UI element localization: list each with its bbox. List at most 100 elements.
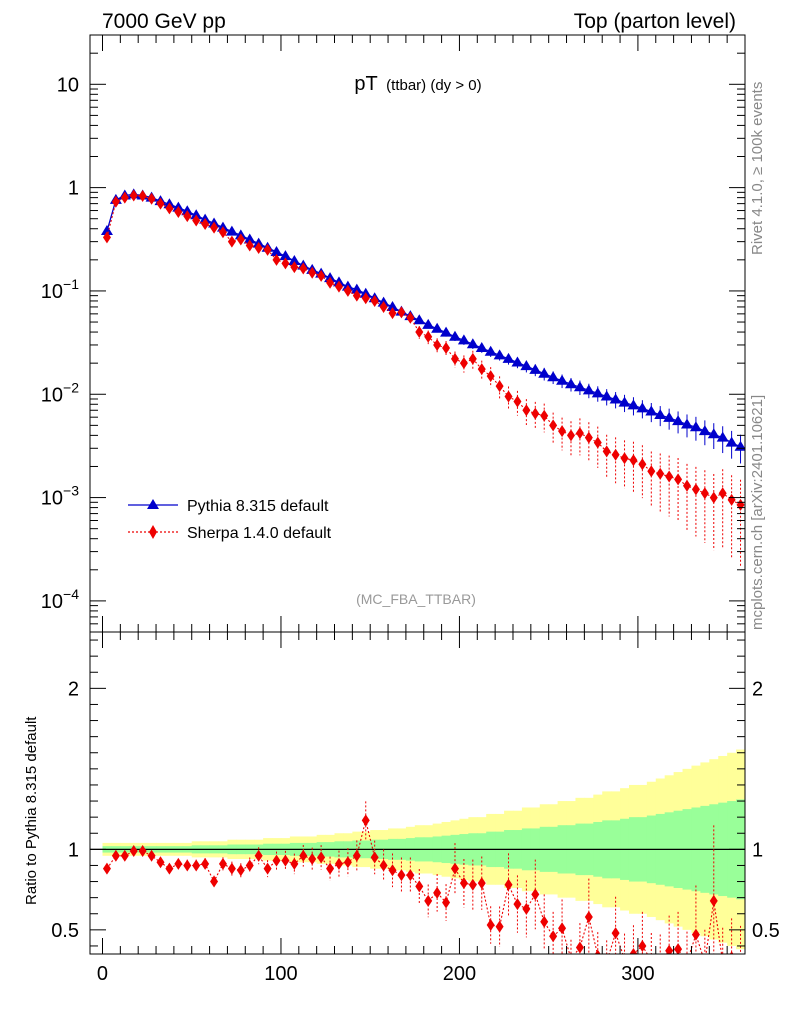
ratio-sherpa-marker — [570, 952, 572, 954]
sherpa-marker — [245, 239, 254, 252]
pythia-marker — [529, 363, 542, 374]
sherpa-marker — [102, 231, 111, 244]
pythia-marker — [386, 300, 399, 311]
ratio-sherpa-marker — [594, 949, 601, 954]
ratio-sherpa-marker — [433, 886, 442, 899]
sherpa-marker — [111, 195, 120, 208]
ratio-sherpa-marker — [245, 859, 254, 872]
pythia-marker — [556, 374, 569, 385]
legend: Pythia 8.315 default Sherpa 1.4.0 defaul… — [128, 498, 332, 542]
ratio-sherpa-marker — [486, 919, 495, 932]
sherpa-marker — [236, 233, 245, 246]
ratio-sherpa-marker — [236, 864, 245, 877]
ratio-y-tick-label-right: 0.5 — [752, 920, 780, 942]
sherpa-marker — [647, 465, 656, 478]
ratio-sherpa-marker — [174, 857, 183, 870]
pythia-marker — [448, 330, 461, 341]
sherpa-marker — [415, 326, 424, 339]
pythia-marker — [475, 342, 488, 353]
ratio-y-tick-label-left: 1 — [68, 839, 79, 861]
ratio-sherpa-marker — [691, 928, 700, 941]
ratio-y-tick-label-right: 2 — [752, 678, 763, 700]
sherpa-marker — [638, 458, 647, 471]
ratio-sherpa-marker — [477, 877, 486, 890]
legend-entry-sherpa: Sherpa 1.4.0 default — [128, 525, 332, 542]
plot-title-main: pT — [354, 73, 377, 95]
ratio-sherpa-marker — [450, 862, 459, 875]
sherpa-marker — [433, 338, 442, 351]
pythia-marker — [538, 367, 551, 378]
pythia-marker — [573, 381, 586, 392]
ratio-sherpa-marker — [334, 857, 343, 870]
ratio-sherpa-marker — [709, 894, 718, 907]
ratio-sherpa-marker — [729, 951, 734, 954]
pythia-marker — [582, 384, 595, 395]
pythia-marker — [243, 233, 256, 244]
legend-pythia-marker — [147, 499, 159, 509]
pythia-marker — [350, 283, 363, 294]
sherpa-marker — [156, 197, 165, 210]
sherpa-line — [106, 194, 741, 506]
legend-sherpa-label: Sherpa 1.4.0 default — [187, 525, 332, 542]
y-tick-label-exponent: −3 — [63, 483, 79, 499]
pythia-marker — [502, 352, 515, 363]
ratio-sherpa-marker — [102, 862, 111, 875]
sherpa-marker — [566, 429, 575, 442]
ratio-sherpa-marker — [343, 856, 352, 869]
ratio-sherpa-marker — [584, 910, 593, 923]
ratio-y-tick-label-right: 1 — [752, 839, 763, 861]
pythia-marker — [636, 402, 649, 413]
ratio-sherpa-marker — [352, 849, 361, 862]
sherpa-marker — [138, 189, 147, 202]
pythia-marker — [663, 411, 676, 422]
sherpa-marker — [424, 330, 433, 343]
ratio-sherpa-marker — [129, 844, 138, 857]
sherpa-marker — [201, 217, 210, 230]
y-tick-label-base: 10 — [57, 74, 79, 96]
sherpa-marker — [361, 292, 370, 305]
ratio-sherpa-marker — [558, 922, 567, 935]
sherpa-marker — [343, 284, 352, 297]
pythia-marker — [279, 250, 292, 261]
sherpa-marker — [620, 452, 629, 465]
y-tick-label-base: 1 — [68, 178, 79, 200]
ratio-sherpa-marker — [165, 862, 174, 875]
sherpa-marker — [665, 470, 674, 483]
plot-title: pT (ttbar) (dy > 0) — [354, 73, 481, 95]
sherpa-marker — [379, 300, 388, 313]
y-tick-label-base: 10 — [41, 488, 63, 510]
sherpa-marker — [210, 221, 219, 234]
pythia-marker — [627, 399, 640, 410]
ratio-sherpa-marker — [531, 888, 540, 901]
sherpa-marker — [700, 487, 709, 500]
ratio-sherpa-marker — [701, 956, 709, 968]
x-tick-label: 300 — [621, 963, 654, 985]
y-tick-label: 10−1 — [41, 276, 79, 303]
pythia-marker — [672, 415, 685, 426]
pythia-marker — [680, 418, 693, 429]
sherpa-marker — [629, 454, 638, 467]
pythia-marker — [493, 349, 506, 360]
ratio-sherpa-marker — [629, 948, 638, 954]
ratio-y-tick-label-left: 0.5 — [51, 920, 79, 942]
y-tick-label: 10−2 — [41, 379, 79, 406]
pythia-marker — [225, 225, 238, 236]
ratio-sherpa-marker — [656, 956, 664, 968]
sherpa-marker — [147, 192, 156, 205]
ratio-sherpa-marker — [326, 862, 335, 875]
pythia-marker — [591, 387, 604, 398]
ratio-sherpa-marker — [147, 849, 156, 862]
pythia-marker — [190, 209, 203, 220]
sherpa-marker — [299, 262, 308, 275]
sherpa-marker — [656, 467, 665, 480]
sherpa-marker — [308, 266, 317, 279]
pythia-marker — [422, 318, 435, 329]
ratio-frame — [89, 631, 746, 955]
pythia-marker — [725, 436, 738, 447]
sherpa-marker — [674, 473, 683, 486]
ratio-sherpa-marker — [674, 943, 683, 954]
sherpa-marker — [691, 483, 700, 496]
sherpa-marker — [406, 311, 415, 324]
sherpa-marker — [558, 425, 567, 438]
